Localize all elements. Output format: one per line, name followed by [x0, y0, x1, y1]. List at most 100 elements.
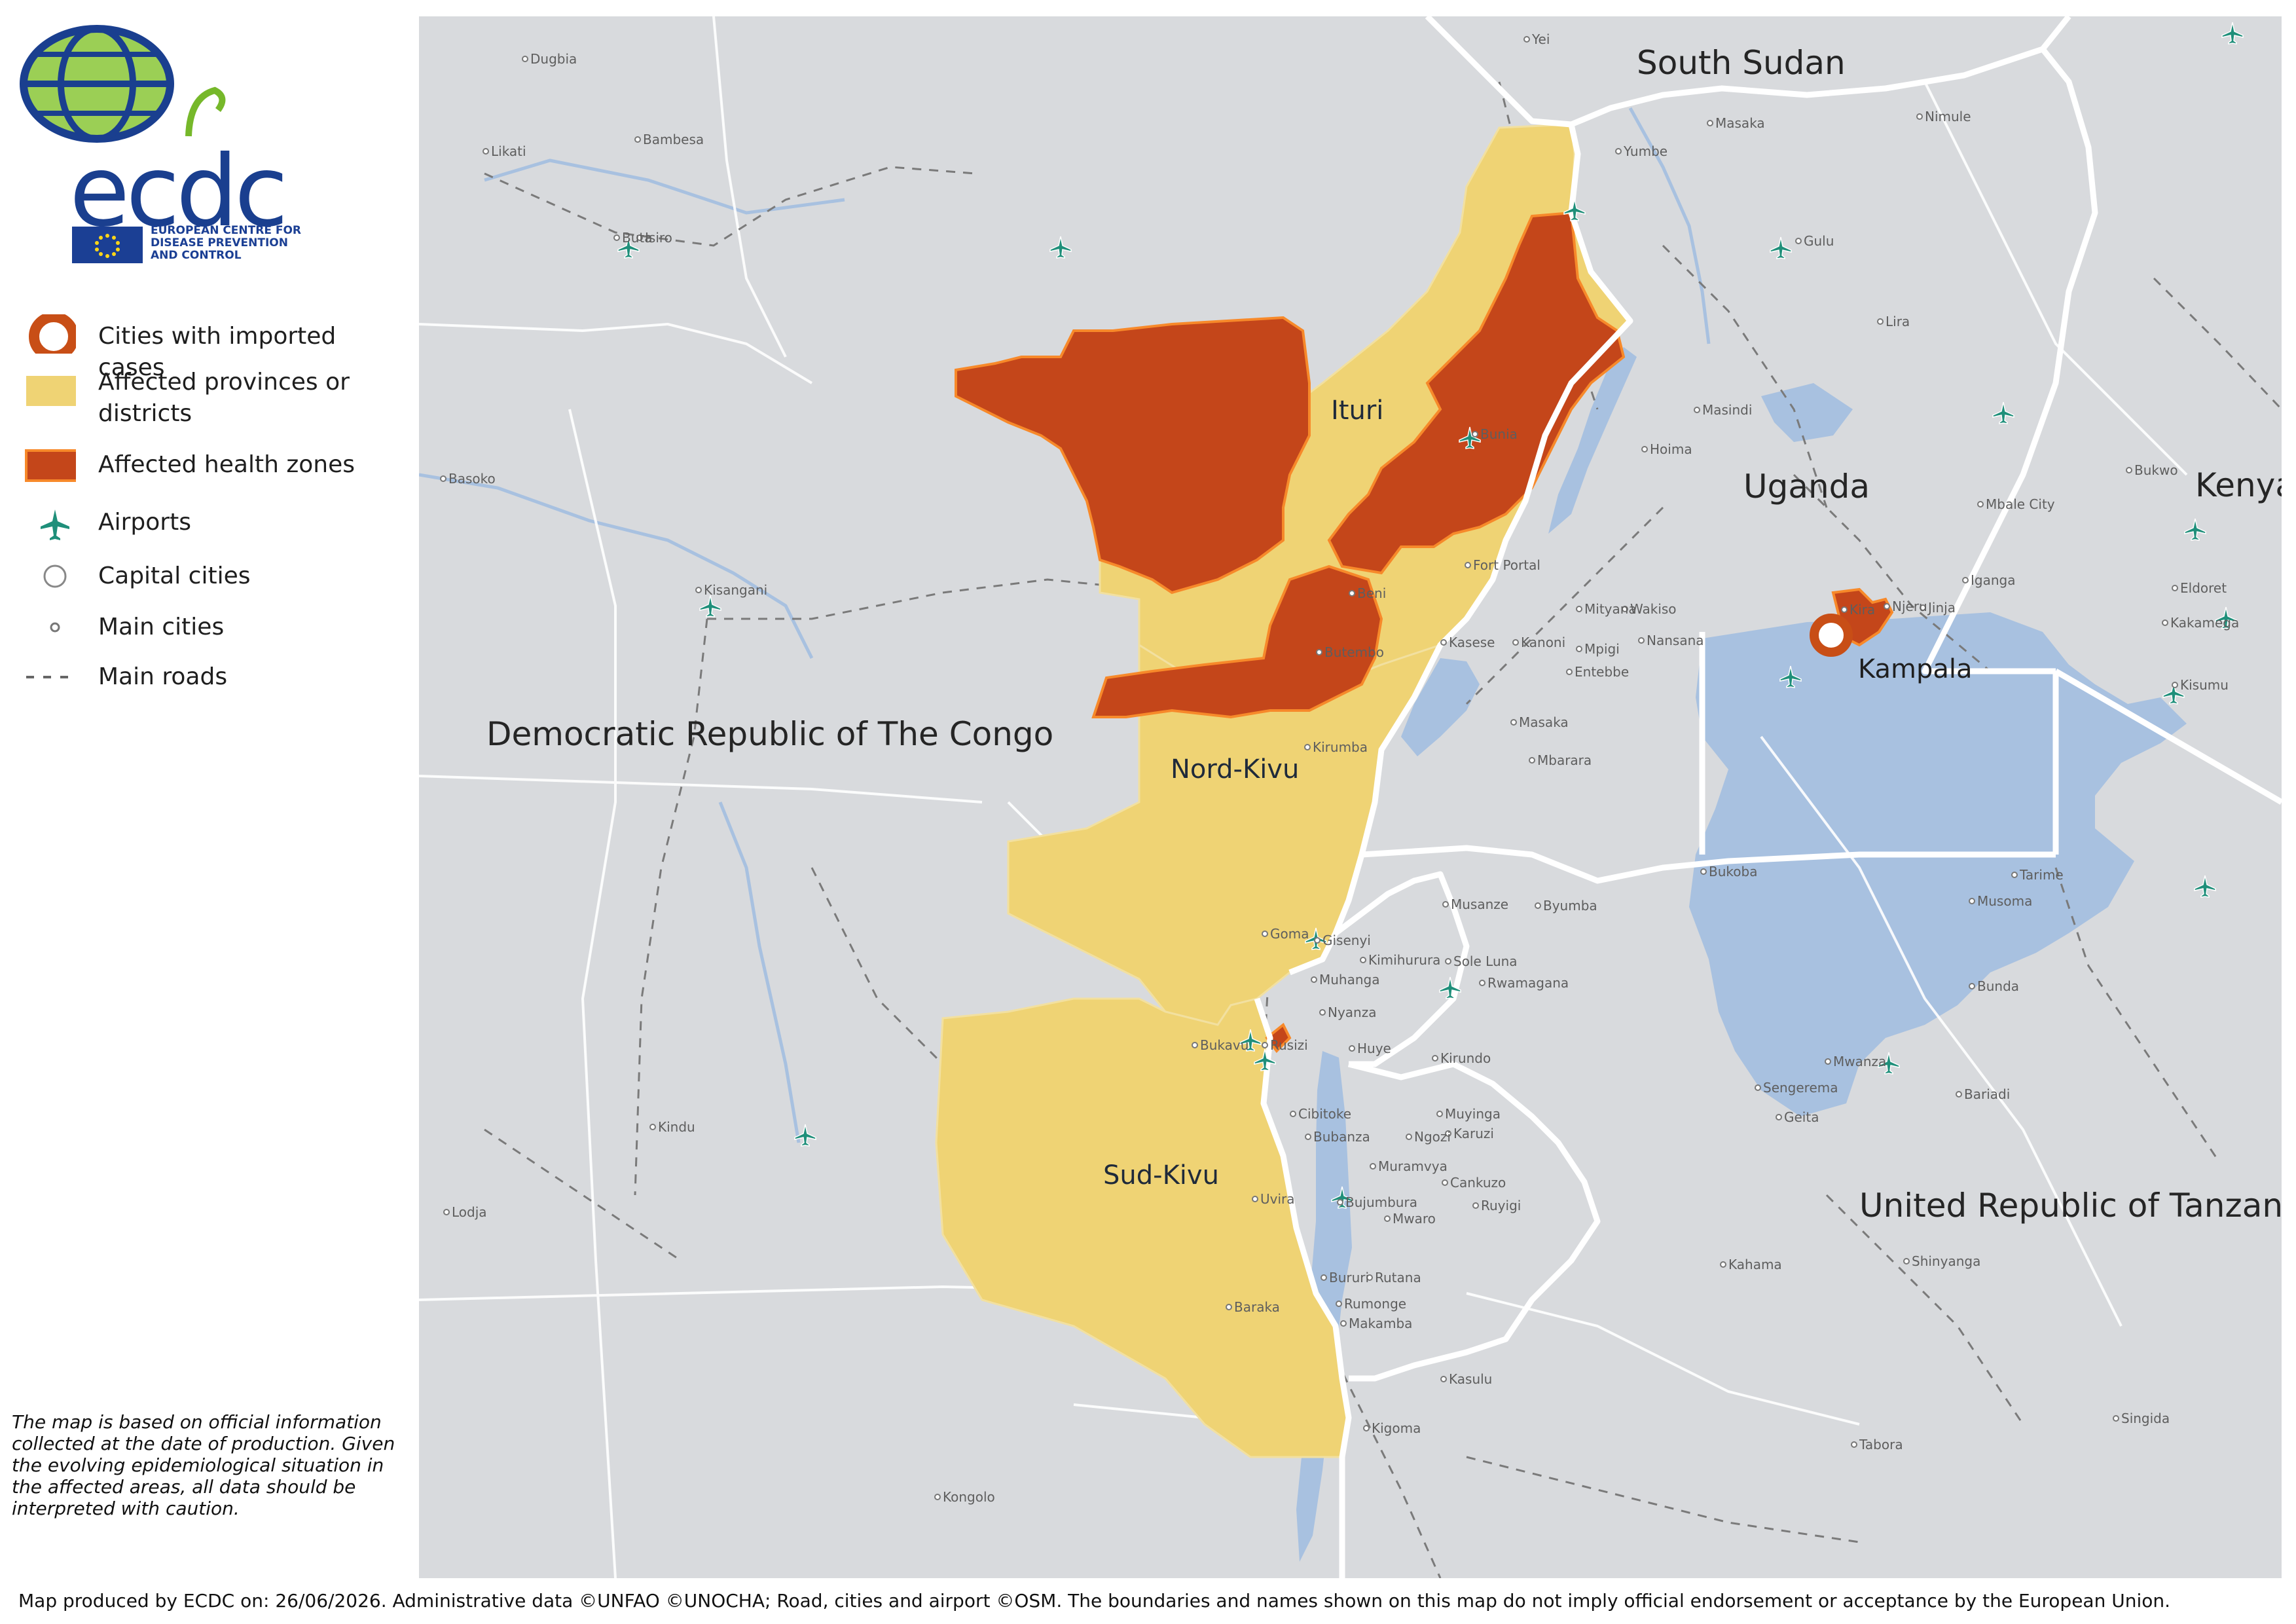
- place-label: Kisumu: [2180, 677, 2229, 693]
- province-label-sud-kivu: Sud-Kivu: [1103, 1160, 1219, 1190]
- place-label: Masaka: [1519, 714, 1569, 730]
- place-label: Dugbia: [530, 51, 577, 67]
- city-dot: [1319, 1009, 1326, 1016]
- city-dot: [1314, 937, 1321, 944]
- place-label: Bubanza: [1313, 1129, 1370, 1145]
- place-label: Muramvya: [1378, 1158, 1448, 1174]
- place-label: Cankuzo: [1450, 1175, 1506, 1190]
- cities-layer: [440, 36, 2178, 1500]
- place-label: Tarime: [2019, 867, 2064, 883]
- place-label: Entebbe: [1575, 664, 1629, 680]
- city-dot: [1851, 1441, 1857, 1448]
- swatch-icon: [25, 449, 76, 482]
- map-panel[interactable]: Dugbia Yei Likati Bambesa Buta Isiro Nimule Mas…: [418, 14, 2296, 1579]
- place-label: Nimule: [1925, 109, 1971, 124]
- city-dot: [1262, 931, 1268, 937]
- city-dot: [1903, 1258, 1910, 1264]
- place-label: Bunda: [1977, 978, 2019, 994]
- health-zone-cluster-north: [1327, 211, 1626, 575]
- city-dot: [1755, 1084, 1761, 1091]
- city-dot: [1311, 976, 1317, 983]
- city-dot: [1304, 744, 1311, 750]
- imported-case-ring-icon: [1810, 614, 1853, 657]
- city-dot: [2126, 467, 2132, 473]
- airplane-icon: [1992, 401, 2014, 424]
- airplane-icon: [2215, 606, 2237, 629]
- place-label: Rutana: [1375, 1270, 1421, 1285]
- city-dot: [522, 56, 528, 62]
- city-dot: [1366, 1274, 1373, 1281]
- city-dot: [2172, 682, 2178, 688]
- place-label: Goma: [1270, 926, 1309, 942]
- sidebar: ecdc EUROPEAN CENTRE FOR DISEASE PREVENT…: [0, 0, 419, 1572]
- congo-river: [418, 473, 814, 659]
- place-label: Kahama: [1728, 1257, 1782, 1272]
- capital-marker-kampala[interactable]: Kampala: [1810, 614, 1973, 684]
- place-label: Uvira: [1260, 1191, 1295, 1207]
- airplane-icon: [2184, 518, 2206, 541]
- city-dot: [1336, 1301, 1342, 1307]
- place-label: Njeru: [1892, 599, 1927, 614]
- country-label-uganda: Uganda: [1743, 468, 1870, 506]
- place-label: Masindi: [1702, 402, 1752, 418]
- place-label: Kisangani: [704, 582, 767, 598]
- place-label: Bariadi: [1964, 1086, 2010, 1102]
- city-dot: [1576, 606, 1582, 612]
- place-label: Buta: [622, 230, 653, 246]
- place-label: Bukavu: [1200, 1037, 1248, 1053]
- airplane-icon: [1878, 1052, 1900, 1075]
- airplane-icon: [41, 509, 69, 540]
- place-label: Beni: [1357, 585, 1386, 601]
- city-dot: [1442, 901, 1449, 908]
- airplane-icon: [699, 595, 721, 618]
- city-dot: [1841, 606, 1848, 613]
- place-label: Wakiso: [1630, 601, 1677, 617]
- place-label: Basoko: [448, 471, 496, 487]
- city-dot: [636, 234, 643, 241]
- city-dot: [1700, 868, 1707, 875]
- eu-flag-icon: [72, 227, 143, 263]
- place-label: Musoma: [1977, 893, 2032, 909]
- place-label: Rwamagana: [1487, 975, 1569, 991]
- place-label: Bambesa: [643, 132, 704, 147]
- city-dot: [483, 148, 489, 155]
- city-dot: [1576, 646, 1582, 652]
- place-label: Shinyanga: [1912, 1253, 1980, 1269]
- city-dot: [2011, 872, 2018, 878]
- country-label-drc: Democratic Republic of The Congo: [486, 715, 1053, 753]
- place-label: Mityana: [1584, 601, 1637, 617]
- place-label: Bunia: [1480, 426, 1518, 442]
- city-dot: [1720, 1261, 1726, 1268]
- place-label: Kimihurura: [1368, 952, 1440, 968]
- place-label: Iganga: [1971, 572, 2015, 588]
- city-dot: [1406, 1134, 1412, 1140]
- place-label: Kira: [1850, 602, 1875, 618]
- city-dot: [1436, 1111, 1443, 1117]
- place-label: Muyinga: [1445, 1106, 1501, 1122]
- uele-river: [484, 158, 845, 215]
- place-label: Kasese: [1449, 635, 1495, 650]
- city-dot: [1510, 719, 1517, 726]
- city-dot: [2113, 1415, 2119, 1422]
- legend-item-imported-cases: Cities with imported cases: [24, 314, 416, 381]
- city-dot: [1370, 1163, 1376, 1170]
- place-label: Singida: [2121, 1411, 2170, 1426]
- city-dot: [695, 587, 702, 593]
- province-labels: Ituri Nord-Kivu Sud-Kivu: [1103, 396, 1383, 1190]
- legend-item-main-cities: Main cities: [24, 606, 416, 652]
- place-label: Gulu: [1804, 233, 1834, 249]
- airplane-icon: [1049, 236, 1072, 259]
- city-dot: [1479, 980, 1485, 986]
- city-dot: [1920, 604, 1926, 611]
- city-dot: [1363, 1425, 1370, 1431]
- place-label: Bujumbura: [1345, 1194, 1417, 1210]
- city-dot: [1523, 36, 1530, 43]
- city-dot: [1566, 669, 1573, 675]
- place-label: Sole Luna: [1453, 953, 1518, 969]
- airplane-icon: [2194, 875, 2216, 898]
- place-label: Ruyigi: [1481, 1198, 1521, 1213]
- place-label: Eldoret: [2180, 580, 2227, 596]
- city-dot: [1969, 983, 1975, 989]
- airplane-icon: [1779, 665, 1802, 688]
